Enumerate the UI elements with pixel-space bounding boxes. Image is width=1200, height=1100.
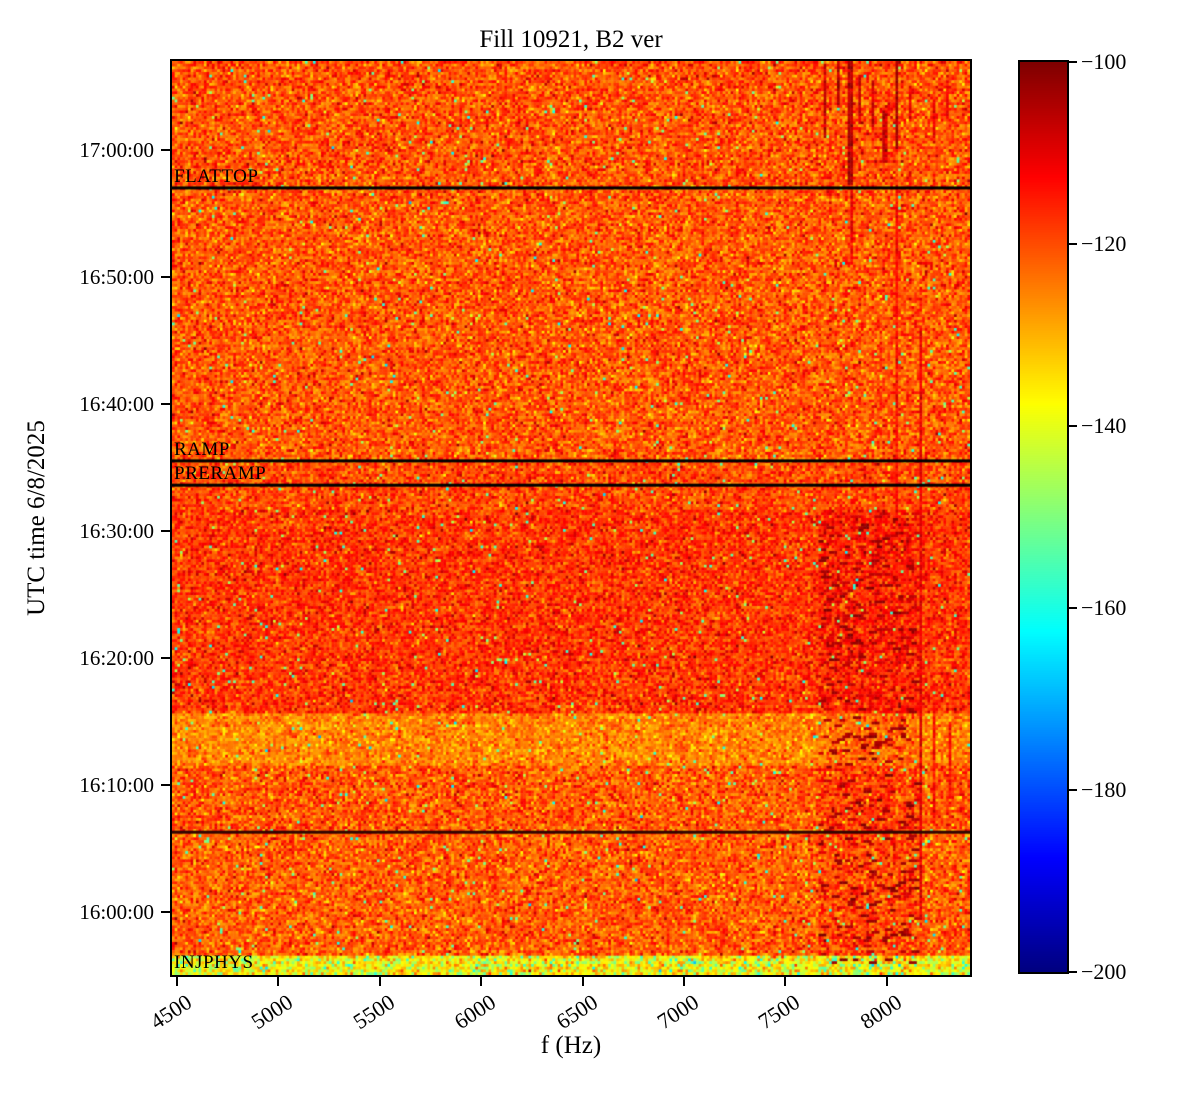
y-tick-label: 16:30:00 — [79, 518, 154, 543]
tick-mark — [1069, 425, 1077, 427]
tick-mark — [378, 977, 381, 986]
colorbar-tick-label: −120 — [1081, 231, 1127, 256]
x-axis-label: f (Hz) — [540, 1032, 602, 1059]
tick-mark — [581, 977, 584, 986]
tick-mark — [161, 783, 170, 786]
tick-mark — [1069, 607, 1077, 609]
annotation-label-flattop: FLATTOP — [174, 165, 259, 187]
tick-mark — [885, 977, 888, 986]
spectrogram-canvas — [172, 61, 970, 975]
tick-mark — [683, 977, 686, 986]
tick-mark — [161, 148, 170, 151]
colorbar-tick-label: −100 — [1081, 49, 1127, 74]
y-tick-label: 16:50:00 — [79, 264, 154, 289]
colorbar-frame — [1018, 60, 1069, 974]
chart-title: Fill 10921, B2 ver — [479, 26, 663, 53]
tick-mark — [161, 656, 170, 659]
tick-mark — [277, 977, 280, 986]
tick-mark — [1069, 971, 1077, 973]
y-tick-label: 16:00:00 — [79, 899, 154, 924]
tick-mark — [1069, 61, 1077, 63]
annotation-label-injphys: INJPHYS — [174, 952, 254, 973]
y-axis-label: UTC time 6/8/2025 — [23, 420, 50, 616]
tick-mark — [161, 529, 170, 532]
colorbar-canvas — [1020, 62, 1067, 972]
colorbar-tick-label: −140 — [1081, 413, 1127, 438]
tick-mark — [176, 977, 179, 986]
tick-mark — [784, 977, 787, 986]
tick-mark — [1069, 789, 1077, 791]
annotation-label-ramp: RAMP — [174, 438, 230, 460]
y-tick-label: 17:00:00 — [79, 137, 154, 162]
tick-mark — [480, 977, 483, 986]
y-tick-label: 16:10:00 — [79, 772, 154, 797]
annotation-label-preramp: PRERAMP — [174, 463, 267, 485]
colorbar-tick-label: −180 — [1081, 777, 1127, 802]
colorbar-tick-label: −160 — [1081, 595, 1127, 620]
plot-frame — [170, 59, 972, 977]
y-tick-label: 16:20:00 — [79, 645, 154, 670]
tick-mark — [161, 910, 170, 913]
colorbar-tick-label: −200 — [1081, 959, 1127, 984]
tick-mark — [1069, 243, 1077, 245]
y-tick-label: 16:40:00 — [79, 391, 154, 416]
tick-mark — [161, 402, 170, 405]
tick-mark — [161, 275, 170, 278]
